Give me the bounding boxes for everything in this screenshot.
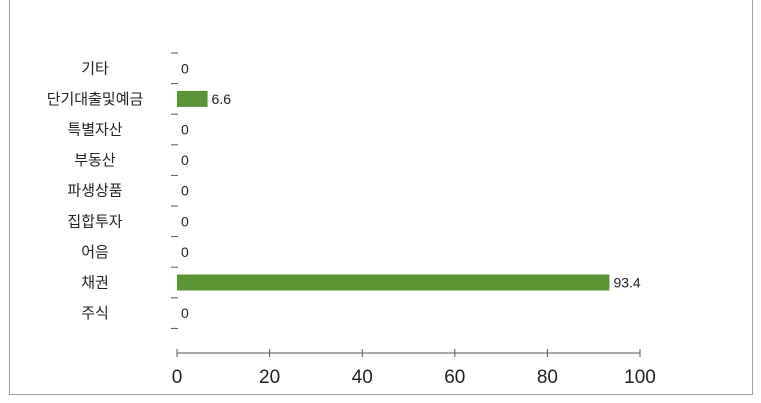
y-axis	[171, 52, 178, 329]
value-label: 0	[181, 305, 189, 321]
x-tick-label: 40	[352, 367, 373, 388]
category-label: 기타	[81, 59, 109, 77]
value-label: 0	[181, 60, 189, 76]
value-label: 6.6	[212, 91, 232, 107]
category-label: 특별자산	[67, 121, 122, 139]
x-axis: 0 20 40 60 80 100	[172, 349, 656, 388]
category-label: 파생상품	[67, 182, 122, 200]
value-label: 0	[181, 183, 189, 199]
value-label: 93.4	[613, 275, 640, 291]
category-label: 단기대출및예금	[47, 90, 144, 108]
category-label: 어음	[81, 243, 109, 261]
bar	[177, 274, 610, 291]
x-tick-label: 0	[172, 367, 183, 388]
x-tick-label: 60	[444, 367, 465, 388]
value-label: 0	[181, 213, 189, 229]
value-labels: 0 6.6 0 0 0 0 0 93.4 0	[181, 60, 641, 321]
category-label: 집합투자	[67, 212, 122, 230]
value-label: 0	[181, 122, 189, 138]
x-tick-label: 100	[624, 367, 656, 388]
chart-frame	[9, 0, 753, 395]
bars	[177, 90, 610, 291]
category-label: 채권	[81, 274, 109, 292]
value-label: 0	[181, 152, 189, 168]
category-label: 주식	[81, 304, 109, 322]
x-tick-label: 80	[537, 367, 558, 388]
bar	[177, 90, 208, 107]
value-label: 0	[181, 244, 189, 260]
x-tick-label: 20	[259, 367, 280, 388]
category-label: 부동산	[74, 151, 116, 169]
